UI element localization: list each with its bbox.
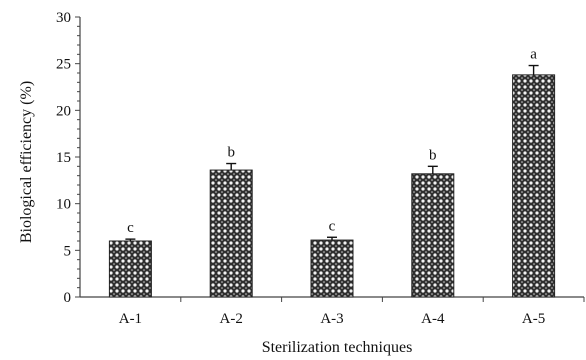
y-tick-label: 5	[64, 243, 72, 259]
y-tick-label: 15	[56, 150, 71, 166]
bar-A-4	[411, 173, 455, 298]
significance-label: a	[530, 47, 537, 63]
x-tick-label: A-2	[220, 311, 243, 327]
y-tick-label: 0	[64, 290, 72, 306]
y-axis-title: Biological efficiency (%)	[18, 81, 35, 243]
x-tick-label: A-5	[522, 311, 545, 327]
significance-label: b	[429, 147, 437, 163]
bar-A-5	[512, 74, 556, 298]
significance-label: c	[127, 220, 134, 236]
x-tick-label: A-3	[320, 311, 343, 327]
plot-area: 0 5 10 15 20 25 30 c A-1 b A-2 c A-3 b A-4 a A-5	[56, 10, 585, 327]
x-tick-label: A-4	[421, 311, 445, 327]
significance-label: c	[329, 218, 336, 234]
bar-A-3	[310, 239, 354, 298]
x-axis-title: Sterilization techniques	[262, 339, 413, 356]
y-tick-label: 25	[56, 57, 71, 73]
y-tick-label: 20	[56, 103, 71, 119]
x-tick-label: A-1	[119, 311, 142, 327]
bar-A-2	[209, 169, 253, 298]
bar-A-1	[108, 240, 152, 298]
y-tick-label: 30	[56, 10, 71, 26]
significance-label: b	[227, 145, 235, 161]
y-tick-label: 10	[56, 197, 71, 213]
